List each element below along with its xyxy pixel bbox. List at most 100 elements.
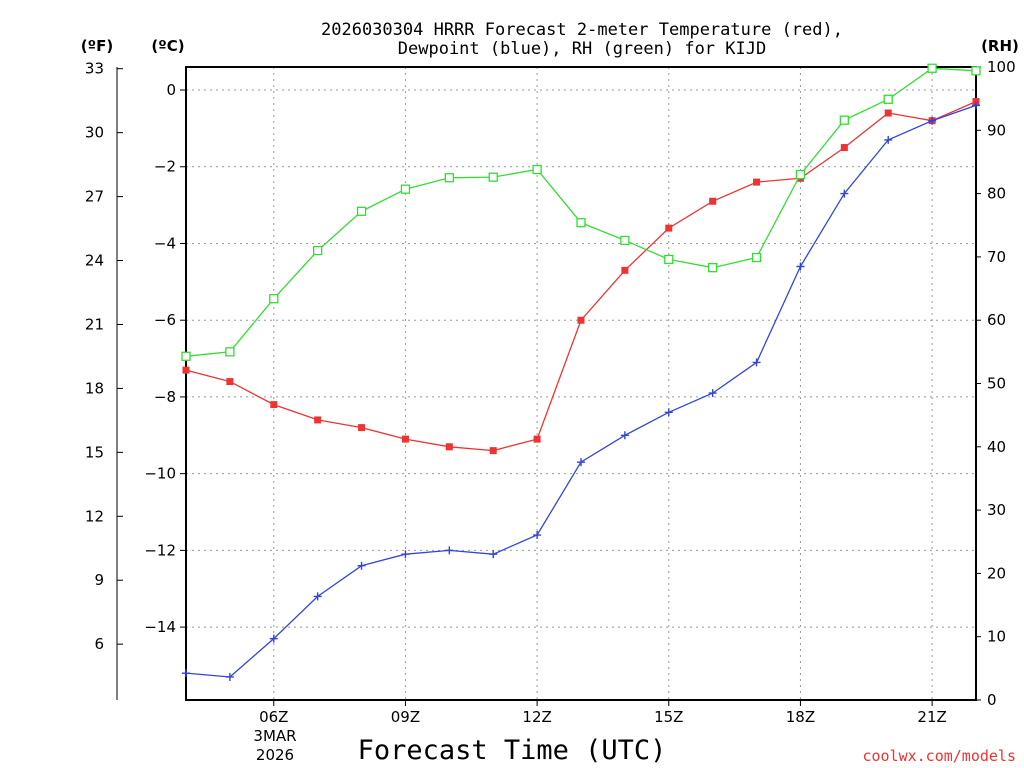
dewpoint-point: [972, 101, 980, 110]
temperature-point: [709, 197, 717, 205]
fahrenheit-tick-label: 9: [94, 571, 104, 589]
dewpoint-point: [708, 389, 717, 398]
chart-title-line2: Dewpoint (blue), RH (green) for KIJD: [398, 39, 766, 59]
relative-humidity-line: [185, 67, 977, 357]
fahrenheit-tick-label: 18: [85, 379, 104, 397]
dewpoint-point: [752, 358, 761, 367]
fahrenheit-tick-label: 33: [85, 60, 104, 78]
relative-humidity-point: [795, 169, 806, 180]
dewpoint-point: [796, 262, 805, 271]
relative-humidity-point: [444, 173, 454, 183]
relative-humidity-point: [751, 252, 762, 263]
relative-humidity-point: [576, 218, 586, 228]
dewpoint-point: [313, 592, 322, 601]
relative-humidity-point: [181, 351, 191, 361]
date-label-month: 3MAR: [253, 727, 296, 745]
x-tick-label: 21Z: [917, 708, 946, 726]
dewpoint-point: [840, 189, 849, 198]
fahrenheit-tick-label: 15: [85, 443, 104, 461]
relative-humidity-point: [269, 294, 279, 304]
celsius-tick-label: −12: [144, 541, 176, 559]
dewpoint-point: [401, 550, 410, 559]
temperature-point: [445, 443, 453, 451]
dewpoint-point: [225, 672, 234, 681]
temperature-point: [665, 224, 673, 232]
temperature-point: [226, 378, 234, 386]
relative-humidity-point: [708, 263, 718, 273]
relative-humidity-point: [839, 115, 849, 125]
relative-humidity-point: [488, 172, 498, 182]
relative-humidity-point: [400, 184, 411, 194]
fahrenheit-tick-label: 30: [85, 124, 104, 142]
rh-tick-label: 90: [987, 121, 1006, 139]
rh-tick-label: 80: [987, 185, 1006, 203]
fahrenheit-tick-label: 12: [85, 507, 104, 525]
rh-tick-label: 100: [987, 58, 1016, 76]
temperature-point: [621, 266, 629, 274]
celsius-tick-label: 0: [166, 81, 176, 99]
relative-humidity-point: [971, 66, 981, 76]
x-tick-label: 12Z: [522, 708, 551, 726]
dewpoint-point: [445, 546, 454, 555]
fahrenheit-unit-label: (ºF): [81, 37, 113, 55]
dewpoint-point: [182, 669, 190, 678]
temperature-line: [185, 100, 977, 452]
rh-tick-label: 40: [987, 438, 1006, 456]
rh-tick-label: 20: [987, 564, 1006, 582]
dewpoint-point: [577, 458, 585, 467]
temperature-point: [182, 366, 190, 374]
temperature-point: [840, 144, 848, 152]
dewpoint-line: [185, 104, 977, 678]
temperature-point: [358, 424, 366, 432]
rh-tick-label: 50: [987, 375, 1006, 393]
relative-humidity-point: [356, 206, 367, 216]
rh-tick-label: 30: [987, 501, 1006, 519]
relative-humidity-point: [225, 347, 235, 357]
axes: 0−2−4−6−8−10−12−143330272421181512961009…: [85, 58, 1016, 726]
temperature-point: [270, 401, 278, 409]
rh-tick-label: 0: [987, 691, 997, 709]
dewpoint-point: [884, 135, 893, 144]
temperature-point: [884, 109, 892, 117]
rh-tick-label: 70: [987, 248, 1006, 266]
temperature-point: [489, 447, 497, 455]
dewpoint-point: [620, 431, 629, 440]
rh-tick-label: 60: [987, 311, 1006, 329]
date-label-year: 2026: [256, 746, 294, 764]
x-tick-label: 06Z: [259, 708, 288, 726]
dewpoint-point: [533, 531, 542, 540]
plot-frame: [185, 66, 977, 701]
fahrenheit-tick-label: 6: [94, 635, 104, 653]
dewpoint-point: [269, 634, 278, 643]
data-series: [181, 63, 981, 681]
celsius-tick-label: −14: [144, 618, 176, 636]
x-tick-label: 15Z: [654, 708, 683, 726]
relative-humidity-series: [181, 63, 981, 361]
celsius-tick-label: −8: [154, 388, 176, 406]
celsius-tick-label: −6: [154, 311, 176, 329]
fahrenheit-tick-label: 27: [85, 188, 104, 206]
fahrenheit-tick-label: 21: [85, 315, 104, 333]
x-axis-label: Forecast Time (UTC): [358, 735, 667, 766]
fahrenheit-tick-label: 24: [85, 252, 104, 270]
temperature-point: [401, 435, 409, 443]
x-tick-label: 18Z: [786, 708, 815, 726]
dewpoint-point: [357, 561, 366, 570]
celsius-tick-label: −4: [154, 234, 176, 252]
temperature-point: [314, 416, 322, 424]
temperature-series: [182, 98, 980, 455]
temperature-point: [753, 178, 761, 186]
dewpoint-point: [664, 408, 673, 417]
dewpoint-series: [182, 101, 980, 681]
rh-tick-label: 10: [987, 628, 1006, 646]
gridlines: [186, 67, 976, 700]
chart-title-line1: 2026030304 HRRR Forecast 2-meter Tempera…: [321, 20, 843, 40]
dewpoint-point: [928, 116, 937, 125]
temperature-point: [577, 316, 585, 324]
source-credit: coolwx.com/models: [862, 747, 1016, 765]
relative-humidity-point: [883, 94, 893, 104]
rh-unit-label: (RH): [981, 37, 1019, 55]
temperature-point: [533, 435, 541, 443]
celsius-tick-label: −10: [144, 465, 176, 483]
